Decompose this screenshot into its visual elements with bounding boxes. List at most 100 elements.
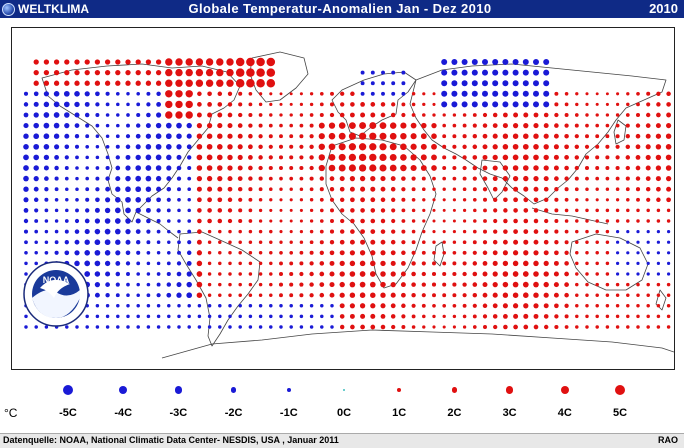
warm-anomaly-dot [564, 303, 569, 308]
warm-anomaly-dot [615, 144, 620, 149]
warm-anomaly-dot [442, 198, 446, 202]
warm-anomaly-dot [666, 197, 671, 203]
warm-anomaly-dot [349, 303, 355, 309]
warm-anomaly-dot [289, 155, 294, 160]
warm-anomaly-dot [422, 113, 426, 117]
cold-anomaly-dot [64, 112, 70, 118]
warm-anomaly-dot [523, 175, 529, 182]
cold-anomaly-dot [85, 325, 89, 329]
cold-anomaly-dot [44, 197, 49, 202]
cold-anomaly-dot [187, 198, 191, 202]
warm-anomaly-dot [422, 314, 426, 319]
warm-anomaly-dot [350, 229, 355, 234]
warm-anomaly-dot [289, 240, 293, 244]
warm-anomaly-dot [165, 111, 173, 119]
warm-anomaly-dot [359, 281, 366, 288]
warm-anomaly-dot [299, 102, 303, 106]
warm-anomaly-dot [369, 132, 377, 140]
warm-anomaly-dot [217, 102, 223, 107]
cold-anomaly-dot [145, 154, 152, 161]
cold-anomaly-dot [136, 102, 141, 107]
warm-anomaly-dot [401, 250, 406, 256]
warm-anomaly-dot [626, 282, 630, 287]
warm-anomaly-dot [533, 175, 539, 182]
cold-anomaly-dot [616, 272, 620, 276]
warm-anomaly-dot [401, 314, 406, 319]
warm-anomaly-dot [228, 272, 232, 276]
warm-anomaly-dot [339, 271, 345, 277]
cold-anomaly-dot [33, 101, 39, 107]
cold-anomaly-dot [64, 166, 69, 170]
cold-anomaly-dot [667, 272, 671, 276]
warm-anomaly-dot [329, 229, 335, 234]
cold-anomaly-dot [125, 207, 131, 214]
cold-anomaly-dot [156, 293, 161, 298]
warm-anomaly-dot [217, 186, 223, 192]
warm-anomaly-dot [197, 197, 202, 203]
warm-anomaly-dot [452, 240, 457, 244]
warm-anomaly-dot [370, 102, 376, 107]
cold-anomaly-dot [309, 325, 314, 329]
warm-anomaly-dot [585, 113, 589, 117]
central-america-outline [135, 211, 179, 239]
warm-anomaly-dot [33, 69, 39, 76]
warm-anomaly-dot [94, 59, 101, 65]
warm-anomaly-dot [370, 208, 376, 213]
cold-anomaly-dot [146, 91, 151, 96]
warm-anomaly-dot [595, 251, 599, 255]
warm-anomaly-dot [269, 92, 273, 96]
warm-anomaly-dot [442, 261, 447, 266]
warm-anomaly-dot [206, 175, 213, 182]
warm-anomaly-dot [248, 208, 253, 213]
warm-anomaly-dot [228, 251, 232, 255]
warm-anomaly-dot [74, 59, 80, 65]
warm-anomaly-dot [217, 112, 223, 118]
cold-anomaly-dot [94, 249, 101, 256]
warm-anomaly-dot [421, 293, 426, 298]
cold-anomaly-dot [84, 112, 90, 118]
warm-anomaly-dot [350, 197, 355, 203]
warm-anomaly-dot [543, 281, 549, 288]
cold-anomaly-dot [65, 325, 69, 329]
cold-anomaly-dot [146, 240, 151, 245]
warm-anomaly-dot [575, 92, 579, 96]
warm-anomaly-dot [655, 176, 661, 182]
warm-anomaly-dot [605, 144, 610, 149]
warm-anomaly-dot [432, 102, 436, 106]
warm-anomaly-dot [585, 176, 589, 181]
warm-anomaly-dot [665, 165, 672, 171]
warm-anomaly-dot [228, 293, 232, 297]
warm-anomaly-dot [462, 240, 467, 244]
legend-label: 2C [447, 407, 462, 419]
warm-anomaly-dot [512, 154, 519, 161]
warm-anomaly-dot [442, 113, 446, 117]
warm-anomaly-dot [390, 176, 396, 182]
warm-anomaly-dot [665, 133, 672, 139]
warm-anomaly-dot [564, 133, 569, 139]
warm-anomaly-dot [482, 133, 488, 139]
warm-anomaly-dot [605, 166, 610, 170]
warm-anomaly-dot [605, 134, 610, 139]
warm-anomaly-dot [269, 198, 273, 202]
warm-anomaly-dot [135, 59, 141, 65]
warm-anomaly-dot [462, 134, 467, 139]
warm-anomaly-dot [411, 250, 416, 255]
warm-anomaly-dot [615, 282, 620, 287]
cold-anomaly-dot [176, 271, 182, 277]
cold-anomaly-dot [167, 229, 171, 234]
warm-anomaly-dot [279, 198, 283, 202]
warm-anomaly-dot [217, 175, 223, 182]
warm-anomaly-dot [432, 303, 436, 308]
cold-anomaly-dot [135, 186, 142, 193]
warm-anomaly-dot [340, 208, 345, 213]
warm-anomaly-dot [279, 102, 283, 106]
warm-anomaly-dot [452, 134, 457, 139]
warm-anomaly-dot [248, 197, 253, 202]
warm-anomaly-dot [238, 208, 243, 213]
warm-anomaly-dot [605, 123, 610, 128]
warm-anomaly-dot [145, 80, 152, 86]
cold-anomaly-dot [54, 144, 60, 150]
warm-anomaly-dot [543, 123, 549, 129]
warm-anomaly-dot [595, 176, 600, 181]
cold-anomaly-dot [105, 91, 110, 96]
